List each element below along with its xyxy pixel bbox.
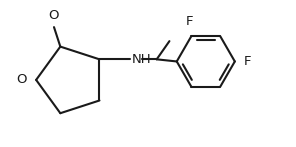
Text: O: O <box>49 9 59 22</box>
Text: F: F <box>185 15 193 28</box>
Text: F: F <box>244 55 252 68</box>
Text: O: O <box>16 73 27 86</box>
Text: NH: NH <box>132 53 152 66</box>
